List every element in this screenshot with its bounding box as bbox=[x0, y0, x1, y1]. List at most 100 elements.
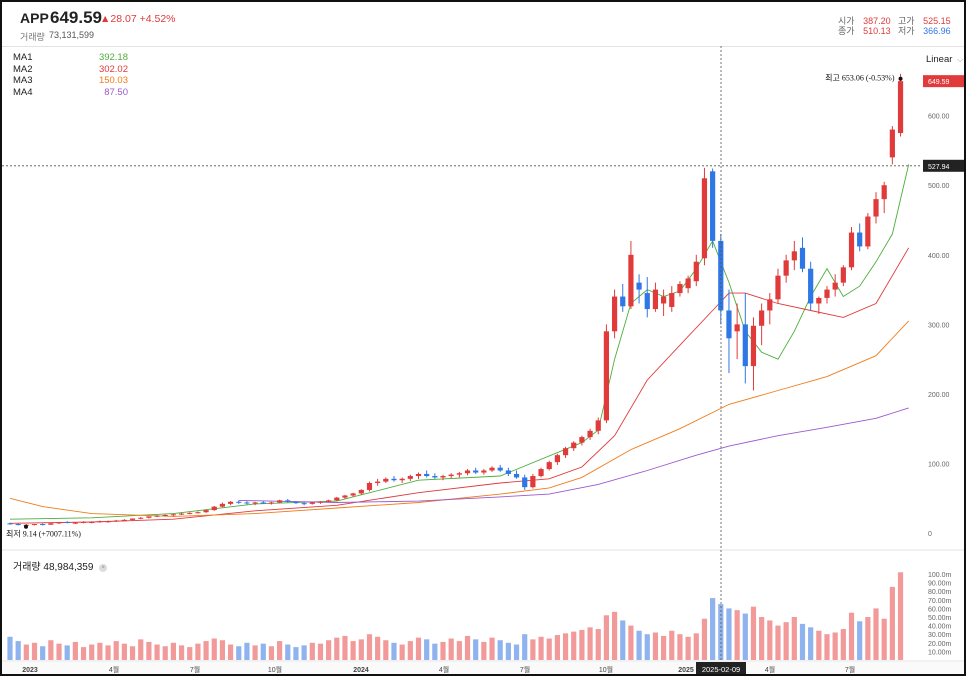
candle-body bbox=[522, 477, 528, 488]
candle-body bbox=[481, 470, 487, 473]
time-axis-label: 2025 bbox=[678, 667, 694, 674]
ma-name: MA4 bbox=[13, 86, 33, 98]
volume-bar bbox=[579, 629, 585, 660]
volume-bar bbox=[652, 632, 659, 660]
time-axis-label: 7월 bbox=[190, 665, 200, 674]
volume-bar bbox=[309, 642, 315, 660]
candle-body bbox=[595, 420, 601, 431]
volume-bar bbox=[628, 625, 634, 660]
volume-bar bbox=[693, 633, 699, 660]
volume-bar bbox=[783, 622, 789, 660]
volume-bar bbox=[358, 639, 364, 660]
candle-body bbox=[489, 467, 495, 471]
time-axis-label: 7월 bbox=[520, 665, 530, 674]
candle-body bbox=[750, 325, 757, 367]
volume-bar bbox=[522, 634, 528, 660]
candle-body bbox=[628, 254, 634, 307]
candle-body bbox=[840, 267, 846, 283]
volume-tick-label: 40.00m bbox=[928, 624, 952, 631]
crosshair-price-badge bbox=[923, 159, 964, 172]
candle-body bbox=[236, 501, 242, 503]
volume-bar bbox=[661, 635, 667, 660]
volume-bar bbox=[195, 643, 201, 660]
volume-bar bbox=[129, 646, 136, 660]
candle-body bbox=[146, 516, 152, 518]
volume-bar bbox=[636, 630, 642, 660]
volume-bar bbox=[268, 646, 275, 660]
ma-name: MA2 bbox=[13, 63, 33, 75]
volume-bar bbox=[301, 645, 307, 660]
volume-bar bbox=[285, 644, 291, 660]
candle-body bbox=[432, 476, 438, 478]
volume-bar bbox=[97, 642, 103, 660]
price-tick-label: 200.00 bbox=[928, 392, 950, 399]
volume-value: 73,131,599 bbox=[49, 30, 95, 40]
volume-bar bbox=[840, 629, 846, 660]
ticker-symbol: APP bbox=[20, 10, 49, 26]
volume-bar bbox=[317, 643, 324, 660]
candle-body bbox=[424, 473, 430, 477]
volume-bar bbox=[56, 643, 62, 660]
scale-mode-label: Linear bbox=[926, 54, 953, 65]
price-tick-label: 100.00 bbox=[928, 462, 950, 469]
volume-bar bbox=[162, 646, 168, 660]
candle-body bbox=[448, 474, 454, 477]
volume-bar bbox=[750, 606, 757, 660]
crosshair-date-label: 2025-02-09 bbox=[702, 665, 740, 674]
candle-body bbox=[554, 455, 560, 463]
candle-body bbox=[113, 520, 119, 522]
candle-body bbox=[808, 268, 814, 304]
volume-bar bbox=[40, 646, 46, 660]
candle-body bbox=[407, 476, 413, 479]
volume-bar bbox=[571, 631, 577, 660]
time-axis-label: 10월 bbox=[599, 665, 613, 674]
stat-high: 고가 525.15 bbox=[898, 14, 951, 27]
candle-body bbox=[195, 512, 201, 514]
candle-body bbox=[726, 310, 732, 339]
candle-body bbox=[162, 514, 168, 516]
candle-body bbox=[383, 478, 389, 482]
volume-bar bbox=[244, 642, 250, 660]
volume-bar bbox=[293, 647, 299, 660]
ma-value: 302.02 bbox=[98, 63, 128, 75]
scale-mode-dropdown[interactable]: Linear ⌵ bbox=[926, 54, 963, 65]
candle-body bbox=[816, 297, 822, 304]
candle-body bbox=[669, 293, 675, 307]
crosshair-price-label: 527.94 bbox=[928, 164, 950, 171]
volume-bar bbox=[415, 637, 422, 660]
candle-body bbox=[154, 515, 160, 517]
candle-body bbox=[897, 81, 904, 134]
volume-bar bbox=[424, 639, 430, 660]
candle-body bbox=[767, 299, 773, 311]
volume-bar bbox=[587, 627, 593, 660]
volume-bar bbox=[138, 639, 144, 660]
candle-body bbox=[358, 489, 364, 494]
current-price-badge bbox=[923, 75, 964, 88]
volume-tick-label: 80.00m bbox=[928, 589, 952, 596]
volume-panel-label: 거래량 48,984,359 bbox=[13, 562, 94, 573]
candle-body bbox=[391, 478, 397, 481]
candle-body bbox=[399, 478, 405, 481]
candle-body bbox=[881, 185, 887, 200]
volume-bar bbox=[432, 643, 438, 660]
volume-tick-label: 100.0m bbox=[928, 572, 952, 579]
ma-line-ma1 bbox=[9, 164, 910, 520]
candle-body bbox=[260, 502, 266, 504]
volume-bar bbox=[767, 620, 773, 660]
candle-body bbox=[661, 296, 667, 304]
candle-body bbox=[170, 514, 176, 516]
volume-bar bbox=[383, 640, 389, 660]
candle-body bbox=[799, 247, 806, 269]
close-icon[interactable]: × bbox=[99, 564, 108, 572]
volume-bar bbox=[816, 630, 822, 660]
volume-bar bbox=[366, 634, 373, 660]
stat-open: 시가 387.20 bbox=[838, 14, 891, 27]
candle-body bbox=[873, 199, 879, 217]
time-axis-bg bbox=[2, 662, 964, 674]
candle-body bbox=[530, 476, 536, 488]
current-price: 649.59 bbox=[50, 8, 102, 27]
candle-body bbox=[571, 442, 577, 449]
candle-body bbox=[652, 289, 659, 310]
stat-low-label: 저가 bbox=[898, 26, 915, 36]
